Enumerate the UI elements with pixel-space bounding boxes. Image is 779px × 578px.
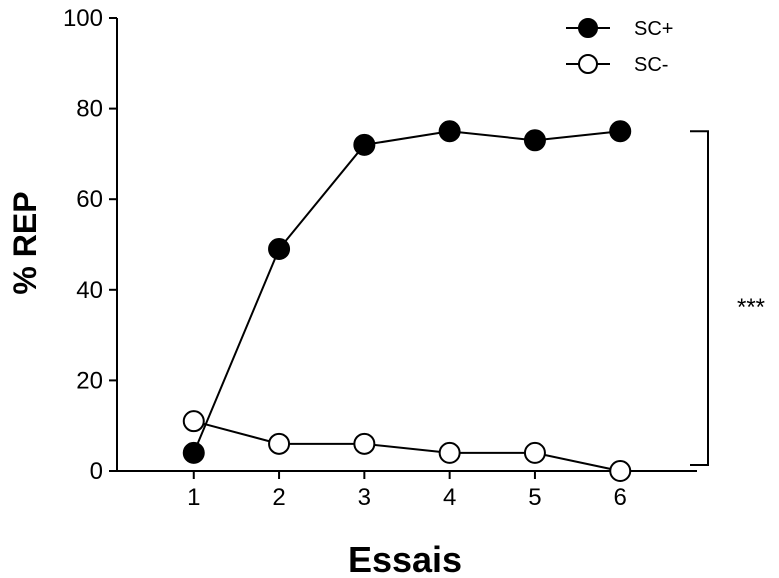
data-point-sc-minus-3 (353, 432, 376, 455)
data-point-sc-plus-1 (182, 441, 205, 464)
x-axis-title: Essais (348, 539, 462, 578)
data-point-sc-minus-5 (523, 441, 546, 464)
x-tick-label-1: 1 (187, 484, 200, 511)
data-point-sc-minus-6 (609, 460, 632, 482)
data-point-sc-plus-2 (268, 238, 291, 261)
data-point-sc-minus-1 (182, 410, 205, 433)
y-tick-label-80: 80 (76, 96, 103, 123)
y-tick-label-0: 0 (90, 458, 103, 485)
legend-label-sc-minus: SC- (634, 54, 668, 76)
data-point-sc-plus-5 (523, 129, 546, 152)
axes: 0 20 40 60 80 100 1 2 3 4 5 6 (63, 5, 697, 511)
x-tick-label-3: 3 (358, 484, 371, 511)
x-tick-label-2: 2 (272, 484, 285, 511)
y-axis-title: % REP (7, 191, 43, 294)
x-tick-label-4: 4 (443, 484, 456, 511)
y-tick-label-40: 40 (76, 277, 103, 304)
data-point-sc-minus-4 (438, 441, 461, 464)
legend-label-sc-plus: SC+ (634, 18, 673, 40)
data-point-sc-plus-6 (609, 120, 632, 143)
series-line-sc-minus (193, 420, 621, 472)
significance-label: *** (737, 294, 765, 321)
legend: SC+ SC- (566, 18, 673, 76)
data-point-sc-plus-3 (353, 133, 376, 156)
series-line-sc-plus (192, 130, 621, 454)
legend-marker-sc-plus (578, 18, 598, 38)
y-tick-label-100: 100 (63, 5, 103, 32)
legend-marker-sc-minus (578, 54, 598, 74)
data-point-sc-minus-2 (268, 432, 291, 455)
series-points (182, 120, 632, 482)
x-tick-label-6: 6 (614, 484, 627, 511)
x-tick-label-5: 5 (528, 484, 541, 511)
y-tick-label-60: 60 (76, 186, 103, 213)
significance-annotation: *** (690, 130, 765, 466)
data-point-sc-plus-4 (438, 120, 461, 143)
y-tick-label-20: 20 (76, 367, 103, 394)
series-lines (192, 130, 621, 472)
significance-bracket (690, 130, 709, 466)
